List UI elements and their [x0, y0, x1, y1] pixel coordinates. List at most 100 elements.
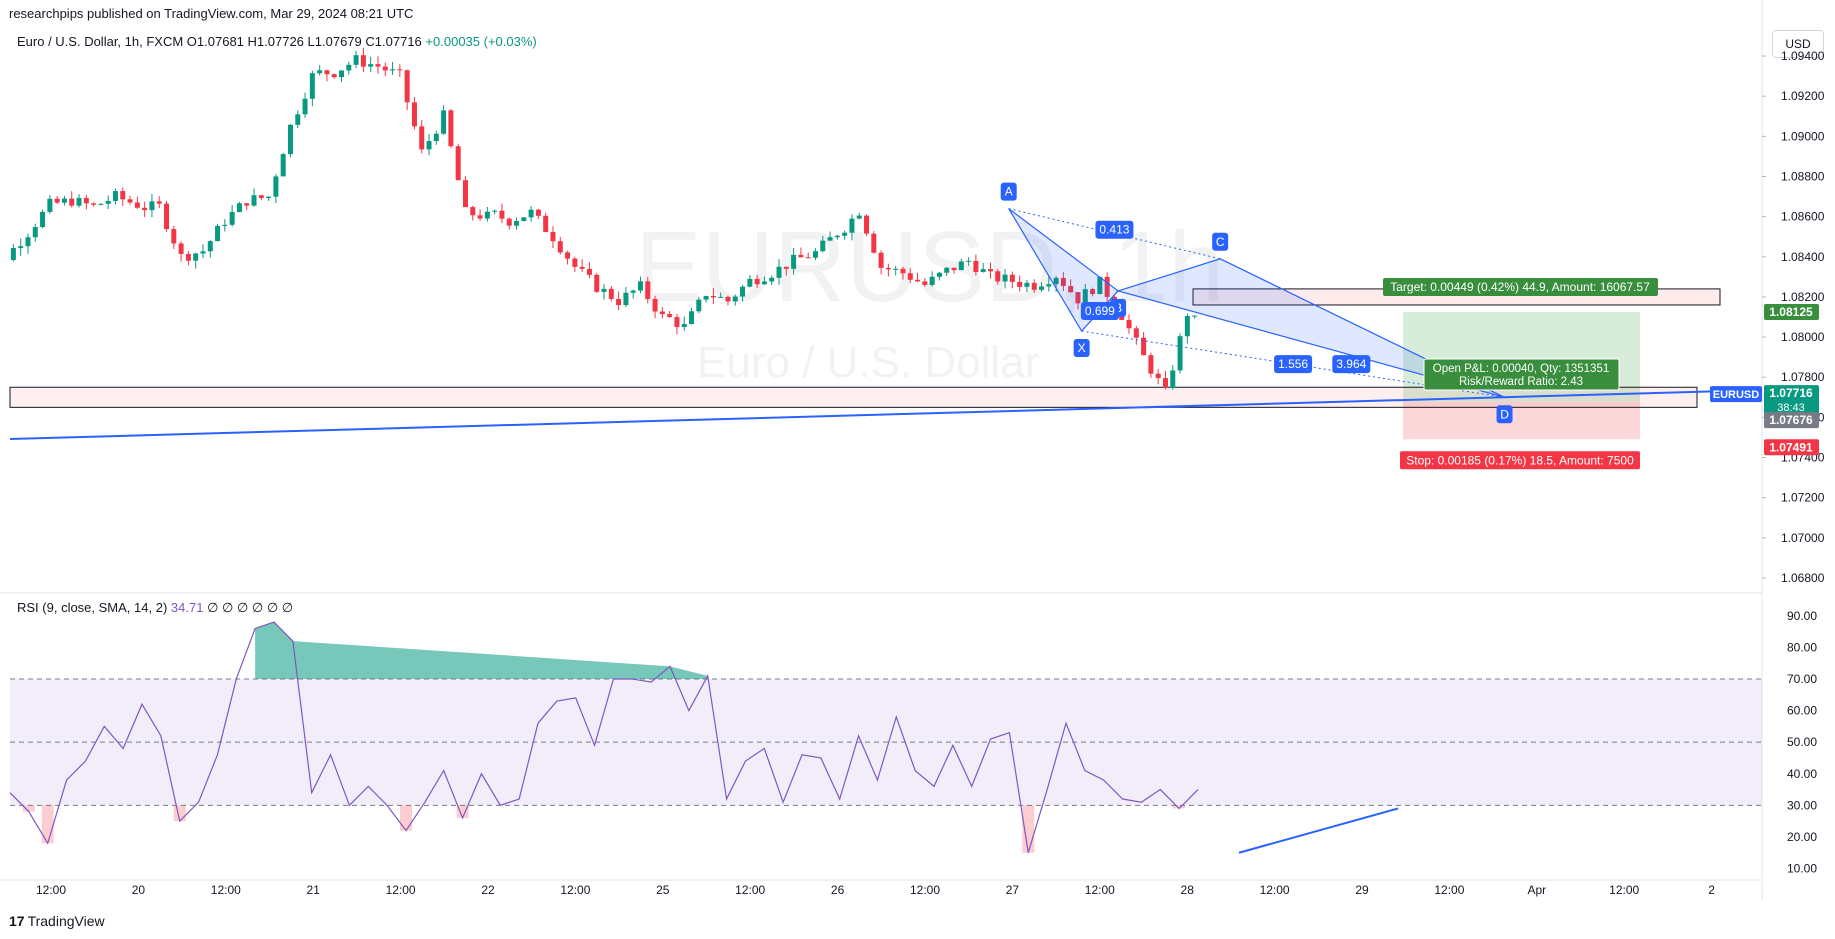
pnl-label: Open P&L: 0.00040, Qty: 1351351	[1433, 363, 1609, 375]
candle-body	[360, 55, 366, 67]
candle-body	[849, 218, 855, 233]
rsi-extras: ∅ ∅ ∅ ∅ ∅ ∅	[207, 600, 294, 615]
time-tick-label: 28	[1181, 883, 1195, 897]
pattern-point-label: D	[1500, 407, 1509, 421]
candle-body	[1002, 274, 1008, 282]
candle-body	[907, 273, 913, 280]
candle-body	[346, 64, 352, 71]
time-tick-label: 25	[656, 883, 670, 897]
time-tick-label: 12:00	[386, 883, 416, 897]
pattern-dotted-leg	[1008, 208, 1221, 260]
candle-body	[521, 217, 527, 221]
candle-body	[222, 224, 228, 226]
candle-body	[710, 296, 716, 298]
pattern-ratio-label: 3.964	[1336, 357, 1366, 371]
symbol-name: Euro / U.S. Dollar, 1h, FXCM	[17, 34, 184, 49]
candle-body	[572, 258, 578, 267]
candle-body	[608, 288, 614, 299]
candle-body	[915, 279, 921, 282]
candle-body	[791, 254, 797, 269]
candle-body	[390, 69, 396, 71]
rsi-tick-label: 40.00	[1787, 767, 1817, 781]
time-tick-label: 12:00	[1260, 883, 1290, 897]
candle-body	[1141, 337, 1147, 356]
rsi-tick-label: 10.00	[1787, 862, 1817, 876]
candle-body	[105, 200, 111, 204]
pattern-ratio-box	[1095, 220, 1134, 239]
candle-body	[433, 133, 439, 142]
candle-body	[470, 207, 476, 216]
rsi-tick-label: 20.00	[1787, 830, 1817, 844]
candle-body	[1046, 284, 1052, 287]
symbol-tag-bg	[1710, 386, 1762, 403]
candle-body	[61, 198, 67, 203]
candle-body	[776, 266, 782, 278]
candle-body	[382, 66, 388, 71]
candle-body	[667, 314, 673, 318]
candle-body	[885, 267, 891, 270]
candle-body	[1053, 277, 1059, 285]
candle-body	[1177, 336, 1183, 371]
candle-body	[229, 212, 235, 225]
candle-body	[659, 311, 665, 315]
candle-body	[69, 198, 75, 206]
target-label-box	[1383, 277, 1658, 296]
time-tick-label: 12:00	[1609, 883, 1639, 897]
open-value: O1.07681	[186, 34, 244, 49]
candle-body	[798, 254, 804, 258]
stop-label: Stop: 0.00185 (0.17%) 18.5, Amount: 7500	[1406, 453, 1634, 467]
candle-body	[557, 241, 563, 253]
tradingview-brand[interactable]: 17 TradingView	[9, 913, 105, 929]
pattern-point-marker	[1212, 232, 1229, 251]
symbol-tag: EURUSD	[1713, 389, 1760, 401]
rsi-divergence-line	[1238, 807, 1399, 854]
rsi-name: RSI (9, close, SMA, 14, 2)	[17, 600, 168, 615]
rsi-tick-label: 50.00	[1787, 735, 1817, 749]
rsi-oversold-fill	[456, 805, 469, 818]
pattern-ratio-box	[1080, 301, 1119, 320]
candle-body	[834, 235, 840, 238]
candle-body	[718, 296, 724, 298]
candle-body	[1068, 286, 1074, 293]
candle-body	[266, 196, 272, 198]
candle-body	[827, 237, 833, 241]
brand-name: TradingView	[27, 913, 105, 929]
candle-body	[98, 203, 104, 205]
candle-body	[1031, 282, 1037, 290]
candle-body	[623, 292, 629, 306]
rsi-oversold-fill	[1173, 805, 1186, 809]
candle-body	[973, 260, 979, 272]
candle-body	[1024, 282, 1030, 287]
candle-body	[987, 269, 993, 272]
candle-body	[980, 269, 986, 272]
time-tick-label: 12:00	[211, 883, 241, 897]
time-tick-label: 27	[1006, 883, 1020, 897]
candle-body	[878, 252, 884, 268]
candle-body	[251, 195, 257, 206]
candle-body	[178, 243, 184, 254]
candle-body	[484, 211, 490, 219]
time-tick-label: 21	[307, 883, 321, 897]
candle-body	[149, 201, 155, 211]
time-tick-label: 12:00	[1085, 883, 1115, 897]
entry-price-tag-bg	[1764, 412, 1819, 429]
time-tick-label: 20	[132, 883, 146, 897]
rsi-line	[9, 621, 1199, 853]
pattern-point-label: C	[1216, 235, 1225, 249]
candle-body	[32, 227, 38, 238]
stop-zone	[1403, 402, 1640, 440]
candle-body	[112, 191, 118, 201]
candle-body	[462, 180, 468, 208]
candle-body	[1017, 281, 1023, 287]
price-tick-label: 1.08400	[1781, 250, 1825, 264]
candle-body	[565, 252, 571, 259]
price-tick-label: 1.09000	[1781, 129, 1825, 143]
candle-body	[703, 296, 709, 300]
candle-body	[820, 240, 826, 252]
rsi-tick-label: 30.00	[1787, 798, 1817, 812]
candle-body	[134, 202, 140, 208]
candle-body	[995, 271, 1001, 282]
currency-button[interactable]: USD	[1772, 30, 1824, 58]
rsi-overbought-fill	[255, 622, 708, 679]
